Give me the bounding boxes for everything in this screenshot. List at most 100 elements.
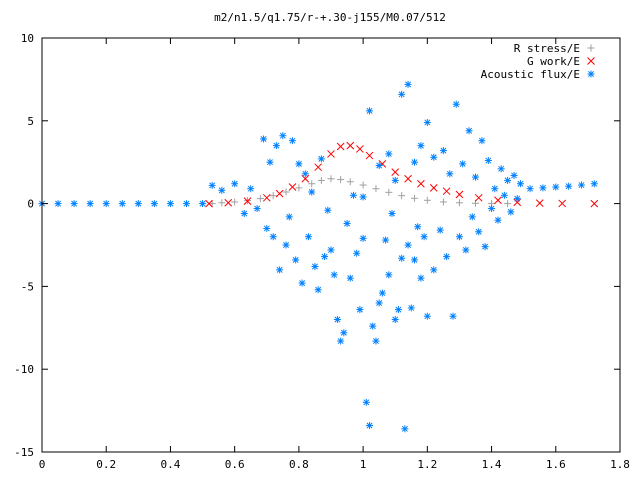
data-point xyxy=(420,233,428,241)
data-point xyxy=(526,185,534,193)
data-point xyxy=(272,142,280,150)
x-tick-label: 1.2 xyxy=(417,458,437,471)
data-point xyxy=(356,306,364,314)
data-point xyxy=(552,183,560,191)
data-point xyxy=(488,205,496,213)
data-point xyxy=(295,184,303,192)
data-point xyxy=(308,180,316,188)
y-tick-label: 5 xyxy=(27,115,34,128)
data-point xyxy=(436,226,444,234)
legend-label: Acoustic flux/E xyxy=(481,68,580,81)
data-point xyxy=(455,190,464,199)
data-point xyxy=(430,266,438,274)
data-point xyxy=(308,188,316,196)
x-tick-label: 0.2 xyxy=(96,458,116,471)
data-point xyxy=(292,256,300,264)
data-point xyxy=(417,179,425,188)
data-point xyxy=(391,168,400,176)
data-point xyxy=(369,322,377,330)
data-point xyxy=(430,153,438,161)
x-tick-label: 1.6 xyxy=(546,458,566,471)
data-point xyxy=(118,200,126,208)
chart-title: m2/n1.5/q1.75/r-+.30-j155/M0.07/512 xyxy=(214,11,446,24)
data-point xyxy=(378,289,386,297)
data-point xyxy=(231,198,239,206)
data-point xyxy=(385,188,393,196)
data-point xyxy=(513,195,521,203)
x-tick-label: 0.8 xyxy=(289,458,309,471)
data-point xyxy=(240,210,248,218)
data-point xyxy=(311,263,319,271)
data-point xyxy=(372,185,380,193)
data-point xyxy=(410,158,418,166)
data-point xyxy=(452,100,460,108)
data-point xyxy=(475,228,483,236)
data-point xyxy=(565,182,573,190)
data-point xyxy=(282,188,290,196)
data-point xyxy=(510,171,518,179)
x-tick-label: 1.8 xyxy=(610,458,630,471)
plot-frame xyxy=(41,37,621,453)
legend-marker xyxy=(587,70,595,78)
data-point xyxy=(388,210,396,218)
data-point xyxy=(465,127,473,135)
data-point xyxy=(276,266,284,274)
series-3 xyxy=(38,80,598,433)
data-point xyxy=(439,198,447,206)
data-point xyxy=(577,181,585,189)
data-point xyxy=(423,196,431,204)
data-point xyxy=(401,425,409,433)
data-point xyxy=(429,184,438,192)
data-point xyxy=(353,249,361,257)
x-tick-label: 0.6 xyxy=(225,458,245,471)
y-tick-label: -15 xyxy=(14,446,34,459)
data-point xyxy=(455,233,463,241)
data-point xyxy=(102,200,110,208)
data-point xyxy=(305,233,313,241)
data-point xyxy=(385,271,393,279)
data-point xyxy=(362,398,370,406)
data-point xyxy=(539,184,547,192)
data-point xyxy=(337,176,345,184)
data-point xyxy=(474,193,483,202)
data-point xyxy=(346,274,354,282)
data-point xyxy=(398,254,406,262)
data-point xyxy=(443,253,451,261)
data-point xyxy=(208,200,216,208)
data-point xyxy=(333,316,341,324)
data-point xyxy=(449,312,457,320)
data-point xyxy=(446,170,454,178)
series-1 xyxy=(208,175,512,208)
data-point xyxy=(366,107,374,115)
legend-marker xyxy=(587,44,595,52)
data-point xyxy=(324,206,332,214)
data-point xyxy=(275,189,284,198)
data-point xyxy=(247,185,255,193)
data-point xyxy=(269,233,277,241)
data-point xyxy=(439,147,447,155)
data-point xyxy=(266,158,274,166)
data-point xyxy=(359,193,367,201)
data-point xyxy=(391,176,399,184)
data-point xyxy=(410,194,418,202)
data-point xyxy=(343,219,351,227)
data-point xyxy=(500,191,508,199)
data-point xyxy=(269,192,277,200)
data-point xyxy=(301,170,309,178)
axes-layer: 0 0.2 0.4 0.6 0.8 1 1.2 1.4 1.6 1.8 -15 -10 -5 0 5 10 xyxy=(14,32,630,471)
data-point xyxy=(356,145,364,153)
x-tick-label: 0 xyxy=(39,458,46,471)
data-point xyxy=(404,174,412,183)
y-tick-label: 10 xyxy=(21,32,34,45)
data-point xyxy=(260,135,268,143)
data-point xyxy=(317,155,325,163)
data-point xyxy=(298,279,306,287)
data-point xyxy=(385,150,393,158)
data-point xyxy=(398,192,406,200)
x-tick-label: 1 xyxy=(360,458,367,471)
data-point xyxy=(279,132,287,140)
data-point xyxy=(295,160,303,168)
legend-marker xyxy=(587,57,595,65)
data-point xyxy=(359,234,367,242)
